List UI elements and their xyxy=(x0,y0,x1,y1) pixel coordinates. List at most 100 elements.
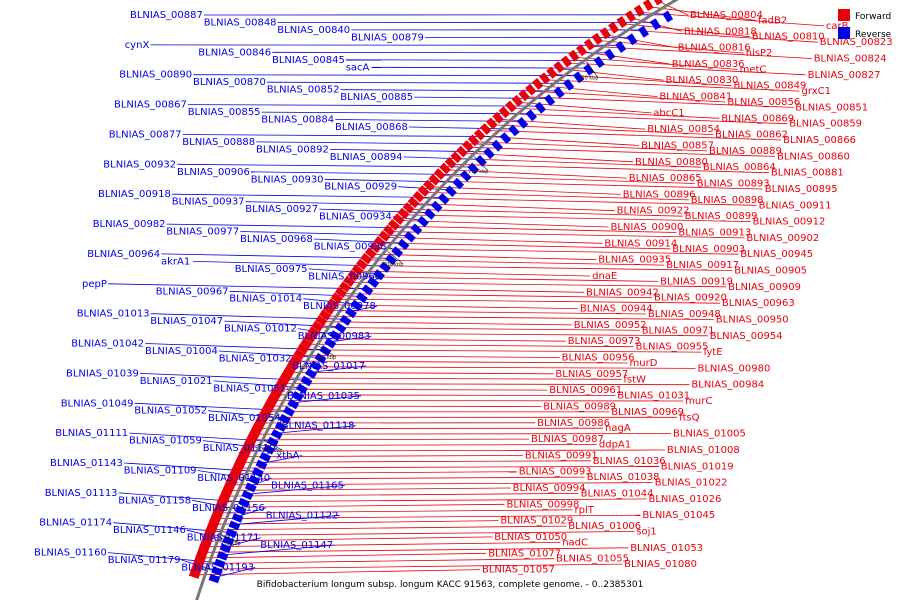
forward-gene-label[interactable]: BLNIAS_00984 xyxy=(691,380,764,391)
reverse-gene-feature[interactable] xyxy=(430,200,443,213)
forward-gene-feature[interactable] xyxy=(423,179,435,192)
reverse-gene-label[interactable]: BLNIAS_01049 xyxy=(61,398,134,409)
forward-gene-feature[interactable] xyxy=(473,128,486,141)
forward-gene-feature[interactable] xyxy=(203,529,215,540)
reverse-gene-feature[interactable] xyxy=(452,177,465,190)
reverse-gene-feature[interactable] xyxy=(319,345,332,357)
forward-gene-feature[interactable] xyxy=(222,484,234,495)
forward-gene-label[interactable]: BLNIAS_00903 xyxy=(672,244,745,255)
forward-gene-feature[interactable] xyxy=(351,264,364,276)
forward-gene-feature[interactable] xyxy=(205,524,218,534)
forward-gene-feature[interactable] xyxy=(219,490,232,501)
forward-gene-feature[interactable] xyxy=(553,61,565,73)
reverse-gene-feature[interactable] xyxy=(563,79,575,91)
reverse-gene-feature[interactable] xyxy=(211,566,223,576)
forward-gene-label[interactable]: BLNIAS_01006 xyxy=(568,521,641,532)
reverse-gene-label[interactable]: BLNIAS_01042 xyxy=(71,339,144,350)
forward-gene-label[interactable]: BLNIAS_00957 xyxy=(555,369,628,380)
reverse-gene-feature[interactable] xyxy=(283,406,295,417)
forward-gene-feature[interactable] xyxy=(311,320,324,332)
forward-gene-label[interactable]: BLNIAS_00956 xyxy=(562,353,635,364)
forward-gene-feature[interactable] xyxy=(210,512,222,523)
forward-gene-label[interactable]: BLNIAS_00880 xyxy=(635,157,708,168)
forward-gene-label[interactable]: dnaE xyxy=(592,271,617,282)
forward-gene-label[interactable]: BLNIAS_00945 xyxy=(740,249,813,260)
reverse-gene-feature[interactable] xyxy=(329,330,342,341)
reverse-gene-label[interactable]: BLNIAS_01118 xyxy=(282,421,355,432)
forward-gene-feature[interactable] xyxy=(266,394,279,405)
forward-gene-feature[interactable] xyxy=(397,207,410,220)
reverse-gene-feature[interactable] xyxy=(583,63,595,76)
forward-gene-feature[interactable] xyxy=(229,467,242,478)
forward-gene-label[interactable]: BLNIAS_00911 xyxy=(759,200,832,211)
forward-gene-feature[interactable] xyxy=(511,94,524,107)
reverse-gene-label[interactable]: BLNIAS_00983 xyxy=(298,331,371,342)
forward-gene-label[interactable]: fstW xyxy=(623,374,646,385)
reverse-gene-feature[interactable] xyxy=(228,520,241,531)
forward-gene-label[interactable]: BLNIAS_01022 xyxy=(655,478,728,489)
forward-gene-label[interactable]: ftsQ xyxy=(679,412,699,423)
reverse-gene-label[interactable]: BLNIAS_01174 xyxy=(39,518,112,529)
forward-gene-label[interactable]: murD xyxy=(630,358,658,369)
reverse-gene-feature[interactable] xyxy=(424,208,436,220)
forward-gene-feature[interactable] xyxy=(300,337,313,349)
reverse-gene-label[interactable]: BLNIAS_01059 xyxy=(129,436,202,447)
reverse-gene-label[interactable]: BLNIAS_00894 xyxy=(330,152,403,163)
reverse-gene-feature[interactable] xyxy=(483,147,495,160)
forward-gene-label[interactable]: BLNIAS_00823 xyxy=(820,37,893,48)
forward-gene-label[interactable]: BLNIAS_01036 xyxy=(593,456,666,467)
reverse-gene-feature[interactable] xyxy=(499,132,512,144)
forward-gene-feature[interactable] xyxy=(286,360,299,372)
reverse-gene-label[interactable]: BLNIAS_00918 xyxy=(98,189,171,200)
forward-gene-label[interactable]: BLNIAS_00955 xyxy=(636,342,709,353)
reverse-gene-feature[interactable] xyxy=(244,482,257,493)
forward-gene-label[interactable]: BLNIAS_00961 xyxy=(549,385,622,396)
forward-gene-label[interactable]: murC xyxy=(685,396,712,407)
forward-gene-label[interactable]: BLNIAS_00864 xyxy=(703,162,776,173)
reverse-gene-feature[interactable] xyxy=(491,139,503,152)
reverse-gene-feature[interactable] xyxy=(638,25,649,38)
forward-gene-feature[interactable] xyxy=(339,281,351,293)
forward-gene-feature[interactable] xyxy=(234,456,247,467)
reverse-gene-feature[interactable] xyxy=(296,383,308,394)
forward-gene-feature[interactable] xyxy=(212,507,225,518)
forward-gene-feature[interactable] xyxy=(323,303,335,315)
reverse-gene-feature[interactable] xyxy=(334,322,347,334)
forward-gene-feature[interactable] xyxy=(330,292,343,304)
reverse-gene-feature[interactable] xyxy=(314,352,327,364)
reverse-gene-label[interactable]: BLNIAS_00938 xyxy=(314,242,387,253)
forward-gene-feature[interactable] xyxy=(201,535,213,546)
forward-gene-label[interactable]: BLNIAS_00989 xyxy=(543,402,616,413)
reverse-gene-label[interactable]: BLNIAS_01021 xyxy=(140,376,213,387)
reverse-gene-label[interactable]: BLNIAS_01160 xyxy=(34,548,107,559)
reverse-gene-label[interactable]: BLNIAS_00879 xyxy=(351,32,424,43)
forward-gene-feature[interactable] xyxy=(217,495,229,506)
reverse-gene-feature[interactable] xyxy=(214,558,226,569)
reverse-gene-label[interactable]: BLNIAS_00906 xyxy=(177,167,250,178)
reverse-gene-label[interactable]: BLNIAS_00978 xyxy=(303,301,376,312)
forward-gene-feature[interactable] xyxy=(224,479,237,489)
forward-gene-label[interactable]: BLNIAS_00912 xyxy=(753,217,826,228)
forward-gene-feature[interactable] xyxy=(498,106,511,119)
reverse-gene-label[interactable]: BLNIAS_00885 xyxy=(340,92,413,103)
forward-gene-feature[interactable] xyxy=(546,66,558,79)
forward-gene-label[interactable]: BLNIAS_00818 xyxy=(684,26,757,37)
forward-gene-label[interactable]: BLNIAS_00895 xyxy=(765,184,838,195)
reverse-gene-label[interactable]: BLNIAS_00868 xyxy=(335,122,408,133)
reverse-gene-feature[interactable] xyxy=(525,109,537,122)
reverse-gene-label[interactable]: BLNIAS_01014 xyxy=(229,294,302,305)
forward-gene-label[interactable]: BLNIAS_01038 xyxy=(587,472,660,483)
forward-gene-label[interactable]: BLNIAS_00987 xyxy=(531,434,604,445)
forward-gene-feature[interactable] xyxy=(263,399,276,411)
reverse-gene-feature[interactable] xyxy=(604,48,616,61)
reverse-gene-feature[interactable] xyxy=(385,254,397,266)
forward-gene-feature[interactable] xyxy=(402,202,415,214)
forward-gene-label[interactable]: BLNIAS_00836 xyxy=(672,59,745,70)
reverse-gene-label[interactable]: BLNIAS_01193 xyxy=(181,563,254,574)
reverse-gene-label[interactable]: BLNIAS_00870 xyxy=(193,77,266,88)
forward-gene-label[interactable]: BLNIAS_00857 xyxy=(641,141,714,152)
forward-gene-feature[interactable] xyxy=(227,473,239,484)
reverse-gene-label[interactable]: BLNIAS_01143 xyxy=(50,458,123,469)
reverse-gene-feature[interactable] xyxy=(287,398,300,410)
forward-gene-feature[interactable] xyxy=(576,44,588,57)
